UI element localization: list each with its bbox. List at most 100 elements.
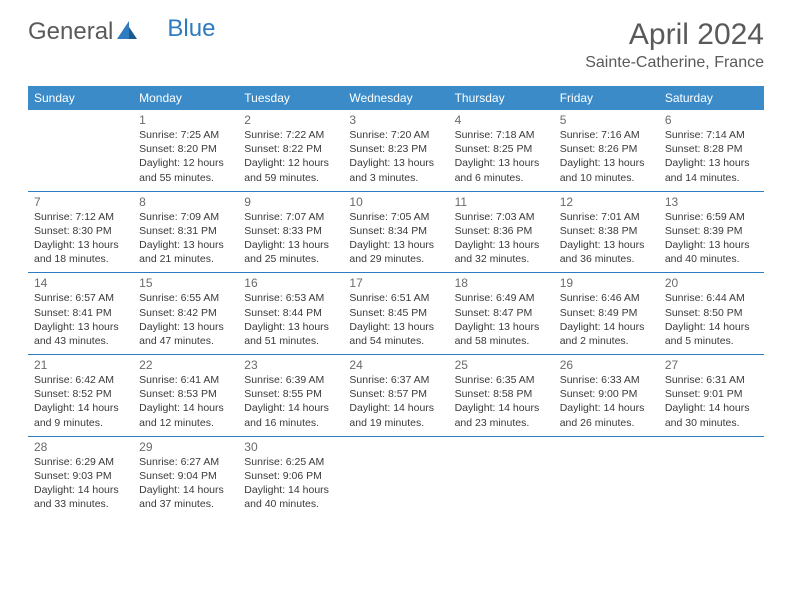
page-header: General Blue April 2024 Sainte-Catherine… xyxy=(0,0,792,80)
day-number: 20 xyxy=(665,276,758,290)
weekday-header-row: SundayMondayTuesdayWednesdayThursdayFrid… xyxy=(28,86,764,110)
day-info-line: Sunset: 8:42 PM xyxy=(139,306,232,320)
day-info-line: Sunset: 8:55 PM xyxy=(244,387,337,401)
day-number: 28 xyxy=(34,440,127,454)
day-info-line: Sunrise: 7:09 AM xyxy=(139,210,232,224)
day-cell: 10Sunrise: 7:05 AMSunset: 8:34 PMDayligh… xyxy=(343,192,448,273)
week-row: 14Sunrise: 6:57 AMSunset: 8:41 PMDayligh… xyxy=(28,273,764,355)
day-info-line: Sunrise: 7:22 AM xyxy=(244,128,337,142)
day-info-line: and 32 minutes. xyxy=(455,252,548,266)
day-number: 30 xyxy=(244,440,337,454)
day-number: 23 xyxy=(244,358,337,372)
day-number: 4 xyxy=(455,113,548,127)
day-info-line: Sunrise: 6:53 AM xyxy=(244,291,337,305)
day-number: 24 xyxy=(349,358,442,372)
day-info-line: Sunrise: 7:20 AM xyxy=(349,128,442,142)
logo-triangle-icon xyxy=(117,18,137,46)
logo-text-general: General xyxy=(28,18,113,46)
day-info-line: and 47 minutes. xyxy=(139,334,232,348)
day-info-line: and 9 minutes. xyxy=(34,416,127,430)
day-info-line: Sunrise: 6:57 AM xyxy=(34,291,127,305)
day-info-line: and 26 minutes. xyxy=(560,416,653,430)
day-info-line: Daylight: 14 hours xyxy=(455,401,548,415)
day-cell: 18Sunrise: 6:49 AMSunset: 8:47 PMDayligh… xyxy=(449,273,554,354)
day-cell xyxy=(554,437,659,518)
day-info-line: Sunset: 8:30 PM xyxy=(34,224,127,238)
day-info-line: Sunrise: 6:31 AM xyxy=(665,373,758,387)
day-info-line: Daylight: 13 hours xyxy=(34,320,127,334)
weekday-header: Thursday xyxy=(449,86,554,110)
day-info-line: Daylight: 14 hours xyxy=(244,483,337,497)
weekday-header: Saturday xyxy=(659,86,764,110)
day-info-line: Daylight: 14 hours xyxy=(349,401,442,415)
day-info-line: Sunrise: 6:59 AM xyxy=(665,210,758,224)
day-cell: 17Sunrise: 6:51 AMSunset: 8:45 PMDayligh… xyxy=(343,273,448,354)
day-cell: 23Sunrise: 6:39 AMSunset: 8:55 PMDayligh… xyxy=(238,355,343,436)
day-info-line: Daylight: 13 hours xyxy=(349,156,442,170)
day-cell: 15Sunrise: 6:55 AMSunset: 8:42 PMDayligh… xyxy=(133,273,238,354)
day-info-line: and 18 minutes. xyxy=(34,252,127,266)
day-info-line: and 43 minutes. xyxy=(34,334,127,348)
day-info-line: Sunset: 8:50 PM xyxy=(665,306,758,320)
day-info-line: Daylight: 13 hours xyxy=(560,156,653,170)
day-info-line: Daylight: 13 hours xyxy=(665,156,758,170)
day-info-line: Sunset: 8:34 PM xyxy=(349,224,442,238)
day-info-line: Daylight: 14 hours xyxy=(139,401,232,415)
day-cell: 16Sunrise: 6:53 AMSunset: 8:44 PMDayligh… xyxy=(238,273,343,354)
day-cell: 11Sunrise: 7:03 AMSunset: 8:36 PMDayligh… xyxy=(449,192,554,273)
day-info-line: Daylight: 13 hours xyxy=(244,238,337,252)
day-info-line: Sunset: 8:44 PM xyxy=(244,306,337,320)
day-info-line: Sunset: 8:57 PM xyxy=(349,387,442,401)
day-info-line: and 3 minutes. xyxy=(349,171,442,185)
day-cell: 27Sunrise: 6:31 AMSunset: 9:01 PMDayligh… xyxy=(659,355,764,436)
day-info-line: and 21 minutes. xyxy=(139,252,232,266)
day-info-line: Daylight: 13 hours xyxy=(455,156,548,170)
day-cell: 26Sunrise: 6:33 AMSunset: 9:00 PMDayligh… xyxy=(554,355,659,436)
day-info-line: Sunset: 8:39 PM xyxy=(665,224,758,238)
day-cell: 24Sunrise: 6:37 AMSunset: 8:57 PMDayligh… xyxy=(343,355,448,436)
day-info-line: and 25 minutes. xyxy=(244,252,337,266)
day-info-line: Sunset: 8:52 PM xyxy=(34,387,127,401)
day-info-line: Daylight: 13 hours xyxy=(244,320,337,334)
day-number: 6 xyxy=(665,113,758,127)
day-number: 25 xyxy=(455,358,548,372)
day-info-line: Sunrise: 7:14 AM xyxy=(665,128,758,142)
weekday-header: Wednesday xyxy=(343,86,448,110)
day-info-line: Sunset: 8:26 PM xyxy=(560,142,653,156)
day-number: 22 xyxy=(139,358,232,372)
day-info-line: Daylight: 14 hours xyxy=(34,401,127,415)
day-info-line: Sunset: 8:41 PM xyxy=(34,306,127,320)
day-info-line: Sunset: 8:38 PM xyxy=(560,224,653,238)
day-info-line: Daylight: 14 hours xyxy=(560,320,653,334)
day-info-line: and 16 minutes. xyxy=(244,416,337,430)
day-info-line: Sunrise: 6:37 AM xyxy=(349,373,442,387)
day-number: 5 xyxy=(560,113,653,127)
day-cell: 14Sunrise: 6:57 AMSunset: 8:41 PMDayligh… xyxy=(28,273,133,354)
day-info-line: Sunset: 8:53 PM xyxy=(139,387,232,401)
weeks-container: 1Sunrise: 7:25 AMSunset: 8:20 PMDaylight… xyxy=(28,110,764,517)
day-info-line: Sunrise: 7:16 AM xyxy=(560,128,653,142)
day-info-line: Daylight: 14 hours xyxy=(244,401,337,415)
day-info-line: Sunset: 8:25 PM xyxy=(455,142,548,156)
day-info-line: Daylight: 13 hours xyxy=(455,320,548,334)
weekday-header: Friday xyxy=(554,86,659,110)
day-info-line: Sunset: 8:45 PM xyxy=(349,306,442,320)
week-row: 1Sunrise: 7:25 AMSunset: 8:20 PMDaylight… xyxy=(28,110,764,192)
day-info-line: and 19 minutes. xyxy=(349,416,442,430)
day-info-line: and 14 minutes. xyxy=(665,171,758,185)
day-cell: 12Sunrise: 7:01 AMSunset: 8:38 PMDayligh… xyxy=(554,192,659,273)
day-info-line: and 2 minutes. xyxy=(560,334,653,348)
day-info-line: Sunset: 8:23 PM xyxy=(349,142,442,156)
day-info-line: Daylight: 12 hours xyxy=(244,156,337,170)
day-cell: 2Sunrise: 7:22 AMSunset: 8:22 PMDaylight… xyxy=(238,110,343,191)
day-info-line: Sunset: 8:28 PM xyxy=(665,142,758,156)
day-number: 13 xyxy=(665,195,758,209)
day-info-line: Daylight: 13 hours xyxy=(455,238,548,252)
day-cell: 19Sunrise: 6:46 AMSunset: 8:49 PMDayligh… xyxy=(554,273,659,354)
day-info-line: Sunrise: 6:25 AM xyxy=(244,455,337,469)
day-info-line: Sunrise: 7:25 AM xyxy=(139,128,232,142)
day-cell: 22Sunrise: 6:41 AMSunset: 8:53 PMDayligh… xyxy=(133,355,238,436)
day-number: 14 xyxy=(34,276,127,290)
day-number: 18 xyxy=(455,276,548,290)
day-cell: 21Sunrise: 6:42 AMSunset: 8:52 PMDayligh… xyxy=(28,355,133,436)
